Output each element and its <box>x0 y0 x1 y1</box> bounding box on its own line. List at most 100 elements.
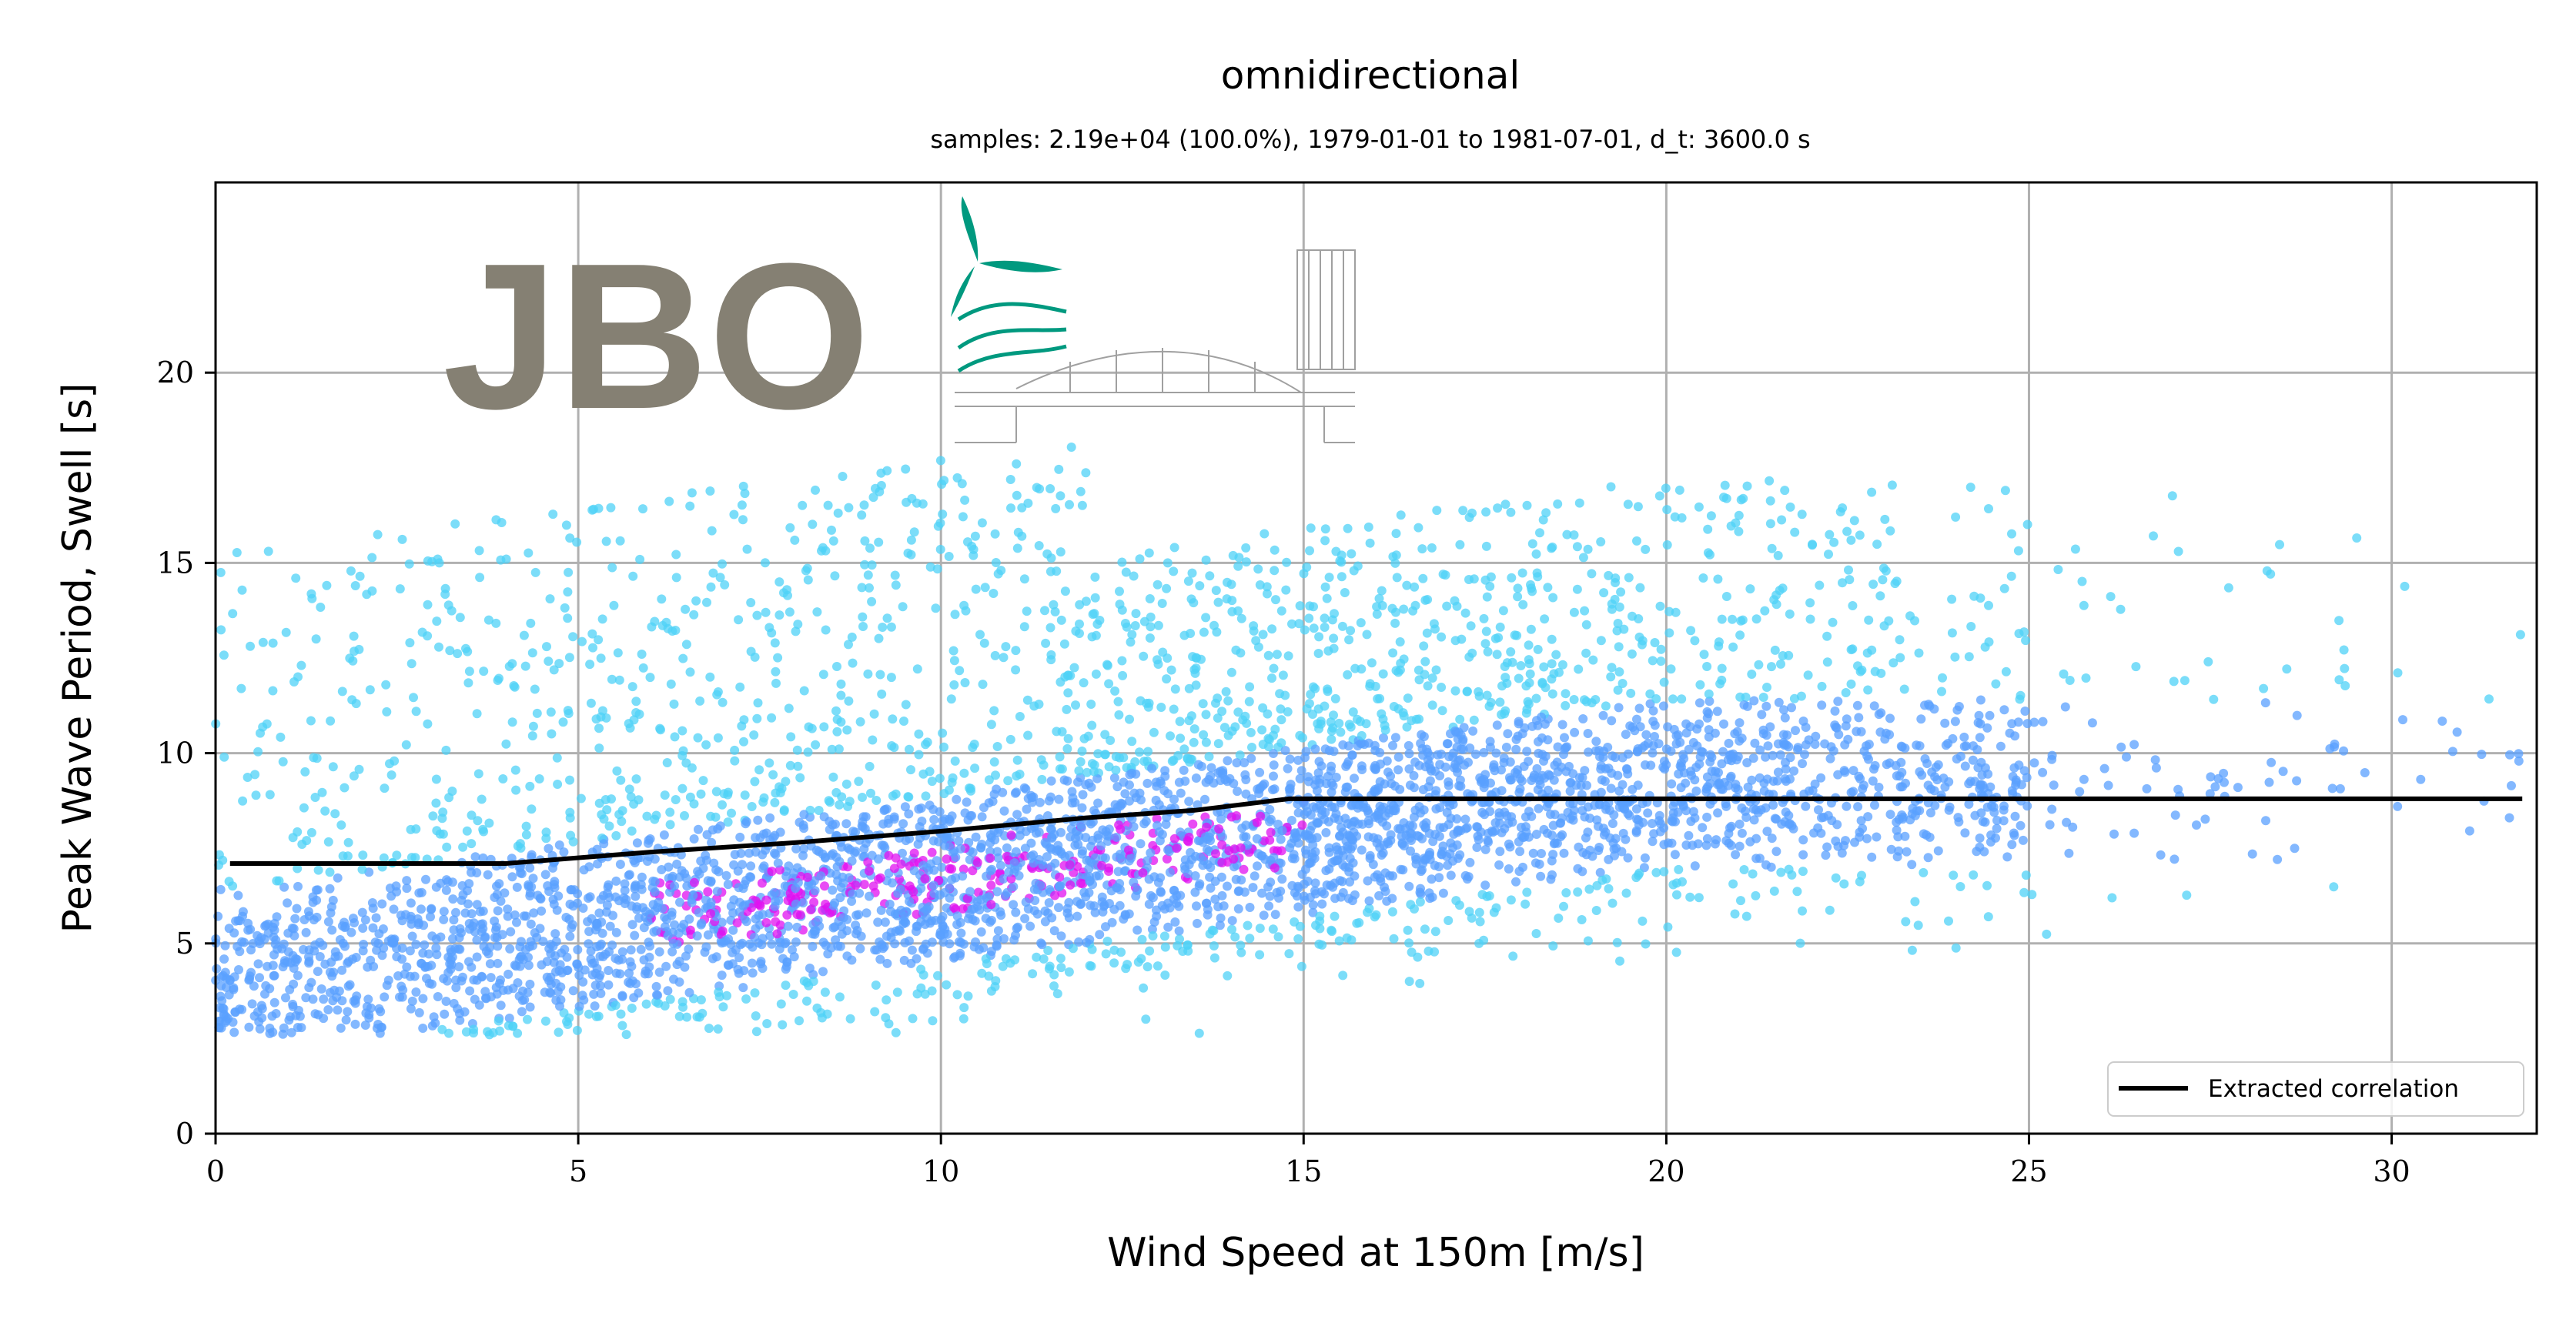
scatter-point <box>1112 782 1122 792</box>
scatter-point <box>641 999 651 1009</box>
scatter-point <box>914 729 924 739</box>
scatter-point <box>1726 521 1736 531</box>
scatter-point <box>2259 683 2269 693</box>
scatter-point <box>1761 752 1771 762</box>
scatter-point <box>377 950 387 960</box>
scatter-point <box>1329 710 1338 720</box>
scatter-point <box>1034 541 1044 550</box>
scatter-point <box>900 937 910 947</box>
scatter-point <box>1110 686 1120 696</box>
scatter-point <box>865 583 874 593</box>
scatter-point <box>1992 824 2002 834</box>
scatter-point <box>528 874 538 884</box>
scatter-point <box>1537 679 1547 689</box>
scatter-point <box>263 961 273 971</box>
scatter-point <box>775 889 785 899</box>
scatter-point <box>1899 684 1909 694</box>
scatter-point <box>1324 573 1334 583</box>
scatter-point <box>274 876 284 886</box>
scatter-point <box>515 839 525 849</box>
scatter-point <box>1759 786 1769 796</box>
scatter-point <box>1543 735 1553 745</box>
scatter-point <box>624 977 634 987</box>
scatter-point <box>402 876 412 886</box>
scatter-point <box>1534 803 1544 813</box>
scatter-point <box>1498 606 1508 616</box>
scatter-point <box>1460 814 1470 824</box>
scatter-point <box>455 1015 465 1025</box>
scatter-point <box>1554 667 1564 677</box>
scatter-point <box>285 984 295 994</box>
scatter-point <box>845 844 855 854</box>
scatter-point <box>1388 648 1398 658</box>
scatter-point <box>604 980 614 990</box>
scatter-point <box>2099 763 2109 773</box>
scatter-point <box>1248 883 1258 893</box>
scatter-point <box>1310 847 1320 857</box>
scatter-point <box>407 996 417 1006</box>
scatter-point <box>1789 766 1799 776</box>
scatter-point <box>2206 772 2216 782</box>
scatter-point <box>1785 753 1795 763</box>
scatter-point <box>1163 922 1173 932</box>
scatter-point <box>933 971 942 981</box>
scatter-point <box>820 881 829 891</box>
scatter-point <box>1668 817 1678 827</box>
scatter-point <box>514 954 524 964</box>
scatter-point <box>2047 754 2057 764</box>
scatter-point <box>1295 921 1305 931</box>
scatter-point <box>506 927 516 937</box>
scatter-point <box>1769 886 1779 896</box>
scatter-point <box>1495 847 1505 857</box>
scatter-point <box>1698 823 1708 833</box>
scatter-point <box>805 964 815 973</box>
scatter-point <box>417 627 427 637</box>
scatter-point <box>1885 713 1895 723</box>
scatter-point <box>1166 731 1175 741</box>
scatter-point <box>1010 955 1020 965</box>
scatter-point <box>958 904 968 914</box>
scatter-point <box>1090 593 1100 603</box>
scatter-point <box>358 924 368 933</box>
scatter-point <box>747 802 757 811</box>
scatter-point <box>1781 764 1791 774</box>
scatter-point <box>1780 774 1790 783</box>
scatter-point <box>572 537 582 547</box>
scatter-point <box>867 560 877 570</box>
scatter-point <box>1528 848 1538 858</box>
scatter-point <box>1233 561 1243 571</box>
scatter-point <box>1831 873 1841 883</box>
scatter-point <box>1153 655 1162 665</box>
scatter-point <box>607 940 617 950</box>
scatter-point <box>875 873 885 883</box>
scatter-point <box>1705 697 1715 707</box>
scatter-point <box>2352 533 2362 543</box>
scatter-point <box>950 952 960 962</box>
scatter-point <box>1745 584 1755 594</box>
scatter-point <box>808 941 818 951</box>
scatter-point <box>1999 705 2009 715</box>
scatter-point <box>1623 853 1633 863</box>
scatter-point <box>1444 752 1454 762</box>
scatter-point <box>2021 636 2031 646</box>
scatter-point <box>865 543 875 553</box>
scatter-point <box>1667 838 1677 848</box>
scatter-point <box>621 1030 631 1040</box>
scatter-point <box>554 1027 564 1037</box>
scatter-point <box>1316 717 1326 727</box>
scatter-point <box>1390 733 1400 743</box>
scatter-point <box>406 659 417 669</box>
scatter-point <box>1504 864 1514 874</box>
scatter-point <box>2021 870 2031 880</box>
scatter-point <box>1363 832 1373 842</box>
scatter-point <box>1547 659 1557 669</box>
scatter-point <box>1343 894 1353 904</box>
scatter-point <box>694 824 703 834</box>
scatter-point <box>906 765 915 775</box>
scatter-point <box>1501 743 1511 752</box>
scatter-point <box>1452 742 1462 752</box>
scatter-point <box>526 919 536 929</box>
scatter-point <box>590 968 601 978</box>
scatter-point <box>1907 945 1917 955</box>
scatter-point <box>595 951 605 961</box>
